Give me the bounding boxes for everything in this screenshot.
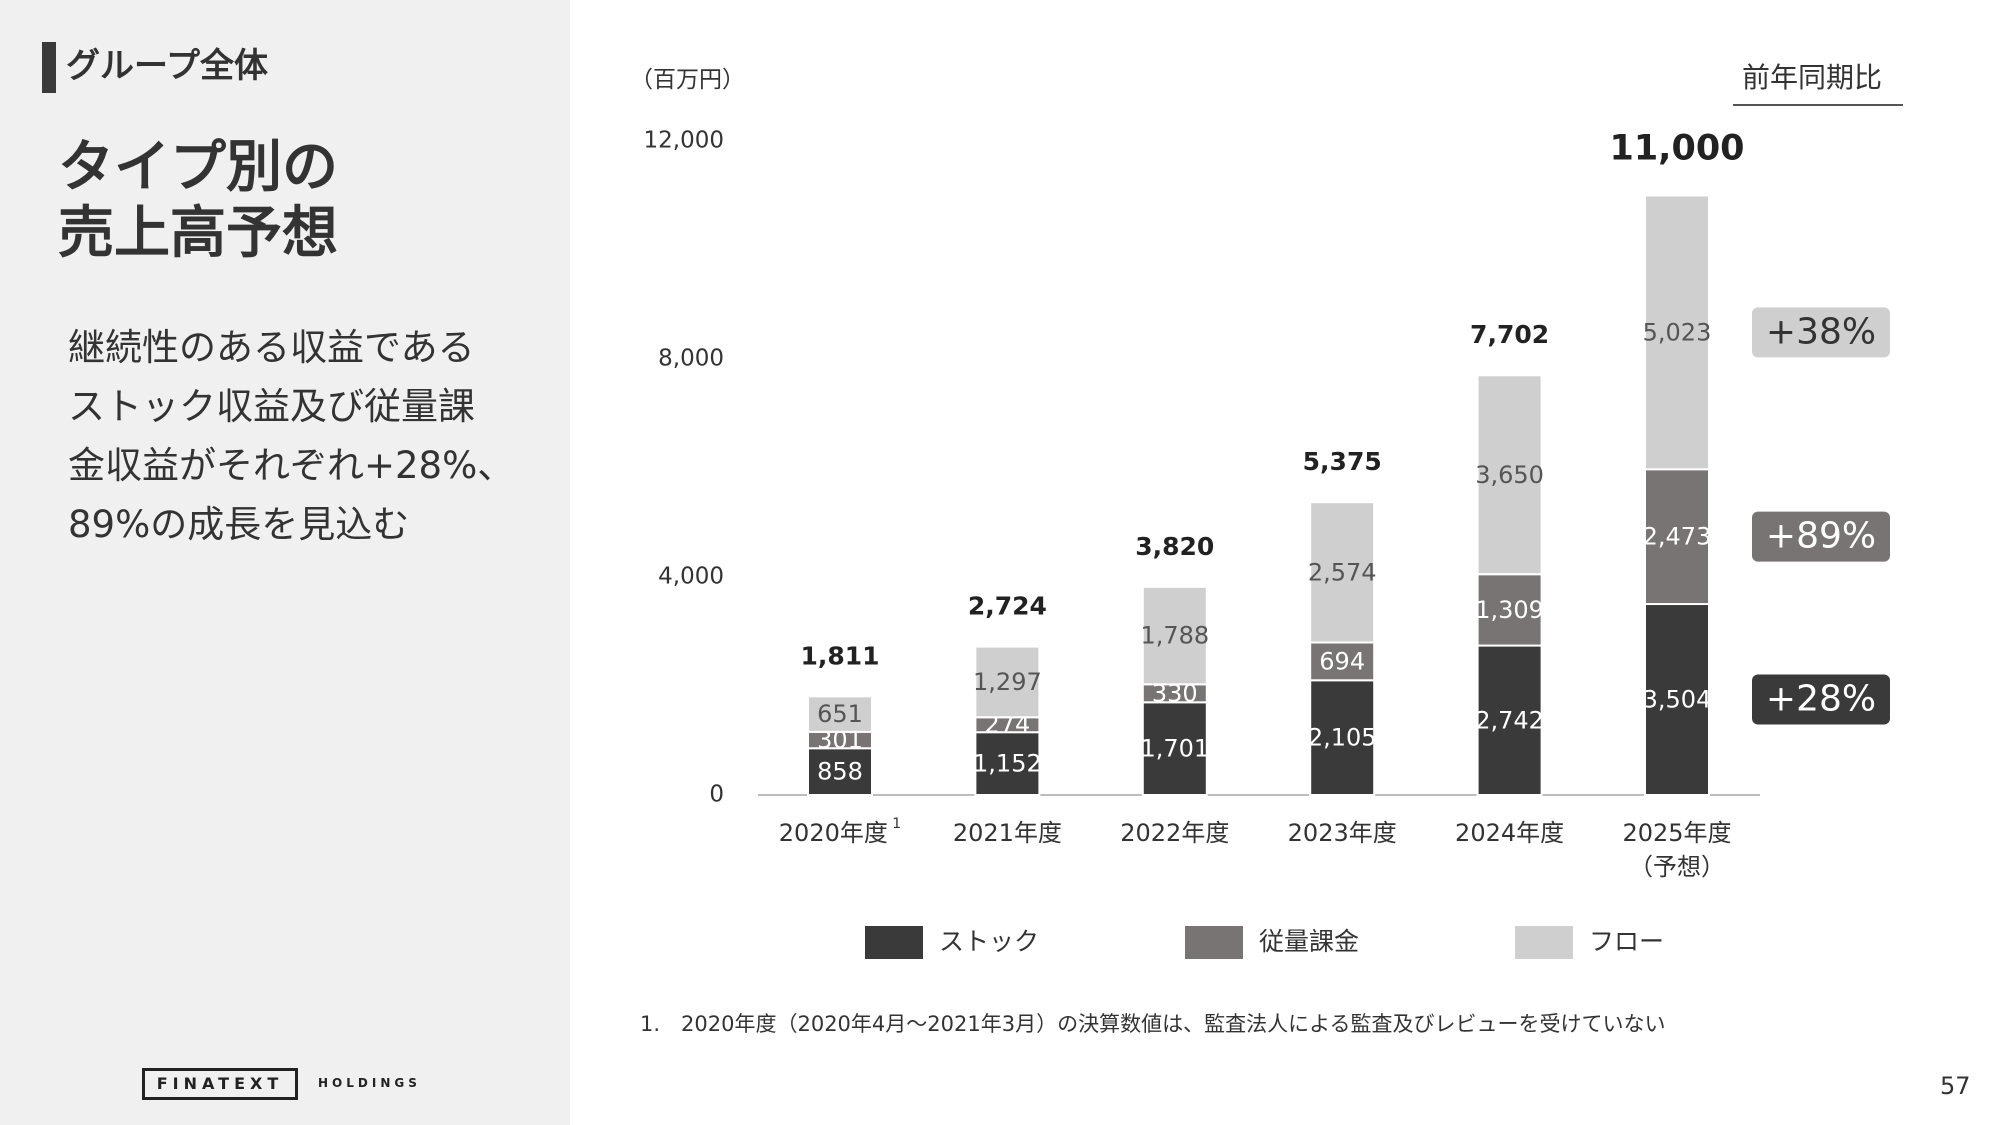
bar-value-label-stock: 1,701	[1140, 735, 1209, 763]
legend-label-usage: 従量課金	[1259, 927, 1359, 956]
x-category-label: 2025年度	[1622, 819, 1731, 847]
company-logo: FINATEXT	[142, 1068, 298, 1100]
yoy-badge-text-stock: +28%	[1766, 679, 1876, 720]
bar-segment-flow	[1141, 585, 1208, 686]
company-logo-subtitle: HOLDINGS	[318, 1076, 421, 1090]
legend-label-flow: フロー	[1589, 927, 1664, 956]
summary-line: 金収益がそれぞれ+28%、	[68, 444, 515, 487]
legend-label-stock: ストック	[939, 927, 1039, 956]
yoy-badge-text-usage: +89%	[1766, 516, 1876, 557]
bar-value-label-usage: 694	[1319, 647, 1365, 675]
bar-segment-flow	[1309, 501, 1376, 644]
footnote-marker: 1	[888, 816, 901, 832]
y-tick-label: 0	[709, 782, 724, 808]
legend-swatch-flow	[1515, 926, 1573, 959]
bar-total-label: 7,702	[1470, 320, 1549, 349]
bar-value-label-flow: 1,297	[973, 668, 1042, 696]
bar-value-label-flow: 3,650	[1475, 461, 1544, 489]
bar-segment-flow	[807, 695, 873, 733]
bar-value-label-stock: 2,105	[1308, 724, 1377, 752]
footnote: 1. 2020年度（2020年4月～2021年3月）の決算数値は、監査法人による…	[640, 1012, 1666, 1036]
x-category-label: 2021年度	[953, 819, 1062, 847]
page-title-line: タイプ別の	[58, 135, 338, 200]
x-category-label: 2020年度 1	[779, 816, 901, 847]
summary-line: 継続性のある収益である	[68, 326, 475, 369]
page-number: 57	[1940, 1072, 1971, 1100]
y-tick-label: 12,000	[644, 128, 724, 154]
x-category-sublabel: （予想）	[1629, 853, 1725, 881]
bar-segment-stock	[807, 747, 873, 797]
unit-label: （百万円）	[630, 67, 745, 93]
x-category-label: 2023年度	[1288, 819, 1397, 847]
bar-value-label-flow: 2,574	[1308, 558, 1377, 586]
summary-line: 89%の成長を見込む	[68, 503, 410, 546]
bar-value-label-stock: 2,742	[1475, 706, 1544, 734]
page-title: タイプ別の 売上高予想	[58, 135, 338, 267]
bar-total-label: 2,724	[968, 592, 1047, 621]
y-tick-label: 4,000	[658, 564, 724, 590]
bar-value-label-stock: 1,152	[973, 750, 1042, 778]
bar-segment-stock	[1644, 603, 1710, 796]
bar-total-label: 5,375	[1303, 447, 1382, 476]
bar-total-label: 1,811	[800, 641, 879, 670]
yoy-header: 前年同期比	[1742, 61, 1883, 94]
yoy-badge-flow	[1752, 307, 1890, 358]
yoy-badge-usage	[1752, 511, 1890, 562]
summary-line: ストック収益及び従量課	[68, 385, 475, 428]
bar-segment-stock	[1476, 644, 1543, 796]
section-marker	[42, 42, 56, 93]
bar-segment-stock	[1309, 679, 1376, 797]
bar-segment-usage	[1644, 468, 1710, 606]
bar-total-label: 3,820	[1135, 532, 1214, 561]
bar-value-label-flow: 651	[817, 700, 863, 728]
legend-swatch-usage	[1185, 926, 1243, 959]
yoy-badge-stock	[1752, 674, 1890, 725]
section-label: グループ全体	[66, 46, 268, 86]
x-category-label: 2022年度	[1120, 819, 1229, 847]
bar-value-label-flow: 5,023	[1643, 318, 1712, 346]
bar-segment-flow	[1476, 374, 1543, 576]
x-category-label: 2024年度	[1455, 819, 1564, 847]
bar-value-label-usage: 2,473	[1643, 523, 1712, 551]
bar-segment-stock	[1141, 701, 1208, 796]
summary-text: 継続性のある収益である ストック収益及び従量課 金収益がそれぞれ+28%、 89…	[68, 318, 514, 554]
bar-value-label-stock: 858	[817, 758, 863, 786]
bar-segment-flow	[1644, 194, 1710, 471]
page-title-line: 売上高予想	[58, 201, 338, 266]
bar-segment-flow	[974, 645, 1041, 719]
bar-value-label-flow: 1,788	[1140, 622, 1209, 650]
legend-swatch-stock	[865, 926, 923, 959]
left-panel	[0, 0, 570, 1125]
yoy-badge-text-flow: +38%	[1766, 311, 1876, 352]
bar-total-label: 11,000	[1609, 129, 1744, 169]
bar-value-label-stock: 3,504	[1643, 686, 1712, 714]
y-tick-label: 8,000	[658, 346, 724, 372]
bar-value-label-usage: 1,309	[1475, 596, 1544, 624]
yoy-header-underline	[1733, 104, 1903, 106]
